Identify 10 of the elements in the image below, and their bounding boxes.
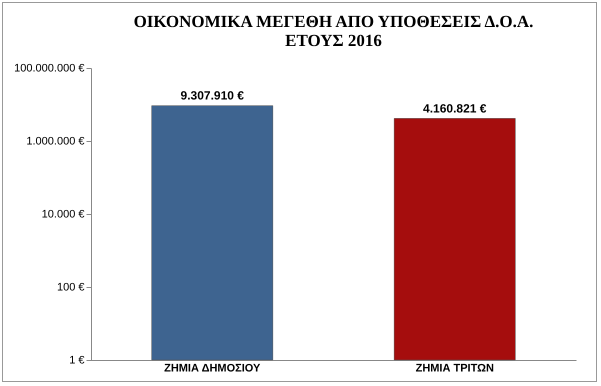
x-tick-label: ΖΗΜΙΑ ΤΡΙΤΩΝ	[416, 362, 494, 374]
y-tick-label: 10.000 €	[42, 208, 84, 220]
y-tick-label: 100.000.000 €	[14, 62, 84, 74]
data-label: 4.160.821 €	[423, 101, 487, 116]
x-tick-label: ΖΗΜΙΑ ΔΗΜΟΣΙΟΥ	[164, 362, 262, 374]
y-tick-label: 1 €	[69, 354, 84, 366]
y-tick-label: 1.000.000 €	[26, 136, 84, 148]
data-label: 9.307.910 €	[180, 88, 244, 103]
y-tick-label: 100 €	[56, 282, 84, 294]
chart-title: ΟΙΚΟΝΟΜΙΚΑ ΜΕΓΕΘΗ ΑΠΟ ΥΠΟΘΕΣΕΙΣ Δ.Ο.Α. ΕΤΟΥΣ 2016	[134, 12, 534, 50]
